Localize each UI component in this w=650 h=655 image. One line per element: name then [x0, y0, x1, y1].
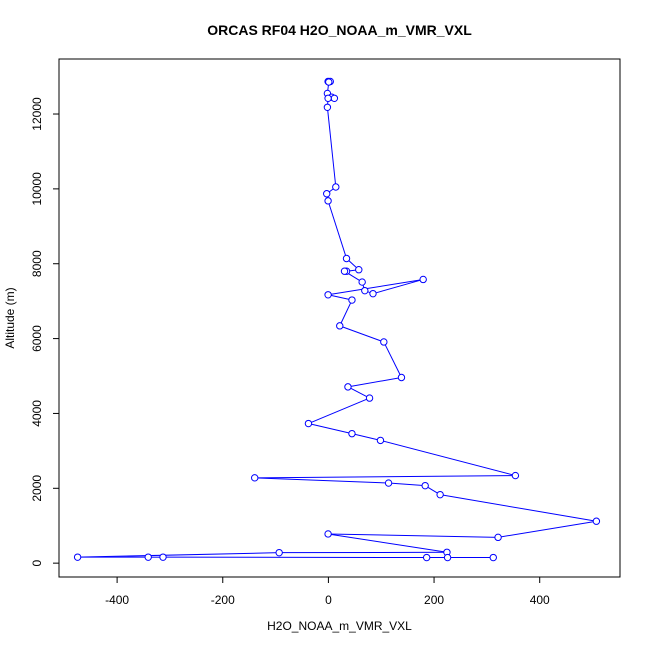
data-point — [362, 287, 368, 293]
data-point — [337, 323, 343, 329]
data-point — [398, 374, 404, 380]
data-point — [349, 297, 355, 303]
x-tick-label: -400 — [105, 593, 129, 607]
data-point — [512, 472, 518, 478]
y-tick-label: 12000 — [30, 97, 44, 131]
y-tick-label: 2000 — [30, 475, 44, 502]
data-point — [160, 554, 166, 560]
data-point — [331, 95, 337, 101]
data-point — [444, 554, 450, 560]
data-point — [377, 437, 383, 443]
data-point — [423, 554, 429, 560]
data-point — [325, 95, 331, 101]
data-point — [495, 534, 501, 540]
data-point — [359, 279, 365, 285]
y-axis-label: Altitude (m) — [3, 287, 17, 348]
data-point — [422, 482, 428, 488]
data-point — [325, 531, 331, 537]
x-axis-label: H2O_NOAA_m_VMR_VXL — [267, 619, 412, 633]
data-point — [325, 198, 331, 204]
data-point — [325, 292, 331, 298]
x-tick-label: 200 — [424, 593, 444, 607]
data-point — [420, 276, 426, 282]
data-point — [343, 255, 349, 261]
data-point — [333, 184, 339, 190]
data-point — [381, 339, 387, 345]
y-tick-label: 8000 — [30, 250, 44, 277]
data-point — [324, 104, 330, 110]
data-point — [490, 554, 496, 560]
data-point — [370, 290, 376, 296]
data-point — [326, 79, 332, 85]
y-tick-label: 6000 — [30, 325, 44, 352]
data-point — [276, 549, 282, 555]
y-tick-label: 4000 — [30, 400, 44, 427]
data-point — [385, 480, 391, 486]
data-point — [356, 267, 362, 273]
x-tick-label: 0 — [325, 593, 332, 607]
y-tick-label: 10000 — [30, 172, 44, 206]
data-point — [305, 420, 311, 426]
data-point — [593, 518, 599, 524]
data-point — [349, 430, 355, 436]
x-tick-label: -200 — [211, 593, 235, 607]
data-point — [74, 554, 80, 560]
x-tick-label: 400 — [530, 593, 550, 607]
data-point — [145, 554, 151, 560]
data-point — [341, 268, 347, 274]
data-point — [324, 191, 330, 197]
data-point — [366, 395, 372, 401]
data-point — [437, 491, 443, 497]
data-point — [345, 384, 351, 390]
y-tick-label: 0 — [30, 559, 44, 566]
data-point — [252, 475, 258, 481]
chart-title: ORCAS RF04 H2O_NOAA_m_VMR_VXL — [207, 22, 472, 38]
